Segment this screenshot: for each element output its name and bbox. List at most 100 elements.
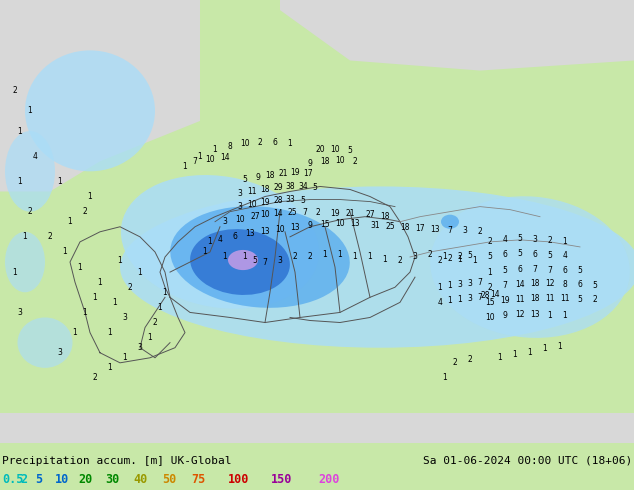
Polygon shape [0,0,200,192]
Text: 17: 17 [415,224,425,233]
Text: 31: 31 [370,221,380,230]
Text: 3: 3 [533,235,538,245]
Text: 20: 20 [315,145,325,154]
Text: 2: 2 [458,252,462,262]
Text: 3: 3 [467,294,472,303]
Text: 7: 7 [548,266,552,274]
Text: 1: 1 [82,308,87,317]
Text: 1: 1 [353,252,358,262]
Text: 10: 10 [335,156,345,165]
Text: 5: 5 [578,295,583,304]
Text: 3: 3 [463,226,467,235]
Text: 15: 15 [485,298,495,307]
Text: 1: 1 [488,268,493,277]
Text: 14: 14 [490,290,500,299]
Text: 2: 2 [437,255,443,265]
Text: 1: 1 [527,348,533,357]
Ellipse shape [190,229,290,295]
Text: 7: 7 [262,258,268,267]
Text: 7: 7 [448,226,453,235]
Text: 9: 9 [503,311,507,320]
Text: 1: 1 [448,281,453,290]
Text: 9: 9 [307,159,313,168]
Text: 1: 1 [73,328,77,337]
Text: 12: 12 [545,279,555,288]
Text: 3: 3 [238,189,242,198]
Text: 5: 5 [517,234,522,244]
Text: 2: 2 [477,227,482,236]
Ellipse shape [121,175,319,309]
Text: 1: 1 [437,283,443,292]
Text: 18: 18 [530,294,540,303]
Text: 0.5: 0.5 [2,473,23,487]
Text: 5: 5 [548,251,552,261]
Text: 2: 2 [20,473,27,487]
Text: Precipitation accum. [m] UK-Global: Precipitation accum. [m] UK-Global [2,456,231,466]
Text: 19: 19 [330,209,340,218]
Ellipse shape [120,187,634,348]
Text: 28: 28 [480,291,489,300]
Text: 2: 2 [93,373,98,382]
Text: 1: 1 [443,252,448,262]
Text: 34: 34 [298,182,308,191]
Text: 10: 10 [240,139,250,147]
Text: 75: 75 [191,473,205,487]
Text: 6: 6 [562,266,567,274]
Text: 18: 18 [320,157,330,166]
Text: 1: 1 [108,328,112,337]
Text: 1: 1 [77,263,82,271]
Text: 1: 1 [183,162,188,171]
Text: 1: 1 [543,344,547,353]
Ellipse shape [5,131,55,212]
Polygon shape [280,0,634,71]
Text: 6: 6 [578,280,583,289]
Text: 5: 5 [503,266,507,274]
Text: 18: 18 [380,212,390,221]
Text: 8: 8 [228,142,233,150]
Text: 1: 1 [138,268,143,277]
Text: 5: 5 [252,255,257,265]
Text: 15: 15 [320,220,330,229]
Text: 5: 5 [243,175,247,184]
Text: 1: 1 [223,252,228,262]
FancyBboxPatch shape [0,0,200,131]
Text: 9: 9 [307,221,313,230]
Text: 100: 100 [228,473,249,487]
Text: 3: 3 [122,313,127,322]
Text: 18: 18 [400,223,410,232]
Text: 2: 2 [82,207,87,216]
Text: 2: 2 [448,253,453,263]
Text: 5: 5 [301,196,306,205]
Text: 40: 40 [133,473,147,487]
Text: 200: 200 [318,473,339,487]
Text: 1: 1 [472,255,477,265]
Text: 2: 2 [316,208,320,217]
Text: 13: 13 [290,223,300,232]
Text: 1: 1 [68,217,72,226]
Text: 27: 27 [250,212,260,221]
Text: 5: 5 [578,266,583,274]
Text: 30: 30 [105,473,119,487]
Text: 1: 1 [562,237,567,246]
Text: 25: 25 [385,222,395,231]
FancyBboxPatch shape [0,0,634,443]
Text: 1: 1 [58,177,62,186]
Text: 7: 7 [302,208,307,217]
Text: 6: 6 [233,232,238,242]
Text: 1: 1 [338,250,342,260]
Text: 4: 4 [562,251,567,261]
Text: 20: 20 [78,473,93,487]
Text: 17: 17 [303,169,313,178]
Text: 14: 14 [273,209,283,218]
Text: 14: 14 [515,280,525,289]
Text: 1: 1 [18,177,22,186]
Text: 1: 1 [458,254,462,264]
Text: 1: 1 [18,126,22,136]
Text: 1: 1 [87,192,93,201]
Text: 13: 13 [260,227,270,236]
Text: 1: 1 [203,247,207,256]
Text: 19: 19 [260,198,270,207]
Text: 1: 1 [158,303,162,312]
Text: 150: 150 [271,473,292,487]
Text: 1: 1 [513,350,517,359]
